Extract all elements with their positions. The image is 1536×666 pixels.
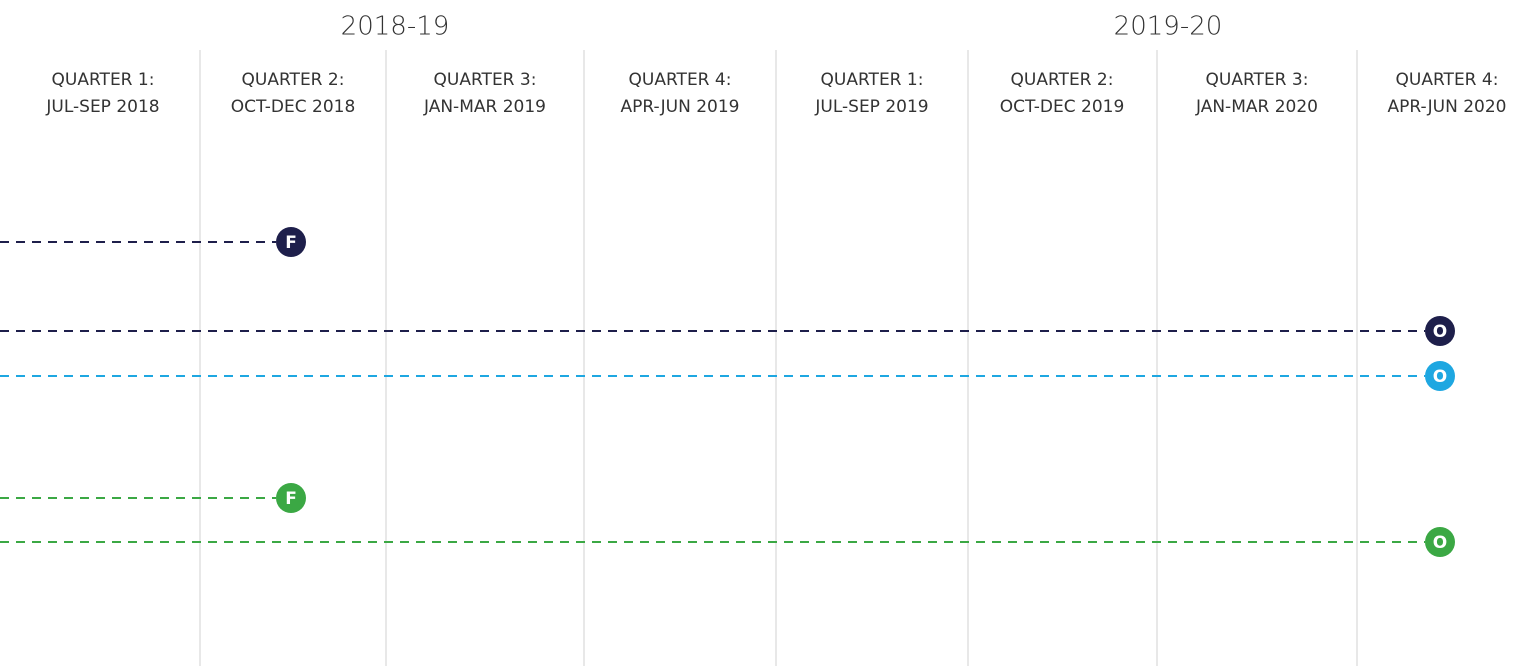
milestone-label: O — [1433, 533, 1447, 553]
quarter-label: JAN-MAR 2019 — [423, 97, 546, 117]
quarter-label: QUARTER 4: — [1396, 70, 1499, 90]
milestone-label: F — [285, 489, 297, 509]
milestone-marker — [1425, 527, 1455, 557]
milestone-marker — [1425, 316, 1455, 346]
milestone-marker — [276, 483, 306, 513]
quarter-label: OCT-DEC 2019 — [1000, 97, 1125, 117]
milestone-label: O — [1433, 322, 1447, 342]
quarter-label: QUARTER 2: — [1011, 70, 1114, 90]
milestone-label: O — [1433, 367, 1447, 387]
quarter-label: QUARTER 1: — [52, 70, 155, 90]
quarter-label: JUL-SEP 2019 — [814, 97, 928, 117]
quarter-label: JUL-SEP 2018 — [45, 97, 159, 117]
year-header: 2019-20 — [1114, 12, 1223, 42]
quarter-label: QUARTER 1: — [821, 70, 924, 90]
quarter-label: OCT-DEC 2018 — [231, 97, 356, 117]
milestone-marker — [276, 227, 306, 257]
quarter-label: QUARTER 3: — [434, 70, 537, 90]
quarter-label: QUARTER 4: — [629, 70, 732, 90]
quarter-label: APR-JUN 2019 — [621, 97, 740, 117]
quarter-label: QUARTER 2: — [242, 70, 345, 90]
milestone-label: F — [285, 233, 297, 253]
year-header: 2018-19 — [341, 12, 450, 42]
quarter-label: QUARTER 3: — [1206, 70, 1309, 90]
quarter-label: JAN-MAR 2020 — [1195, 97, 1318, 117]
milestone-marker — [1425, 361, 1455, 391]
quarter-label: APR-JUN 2020 — [1388, 97, 1507, 117]
